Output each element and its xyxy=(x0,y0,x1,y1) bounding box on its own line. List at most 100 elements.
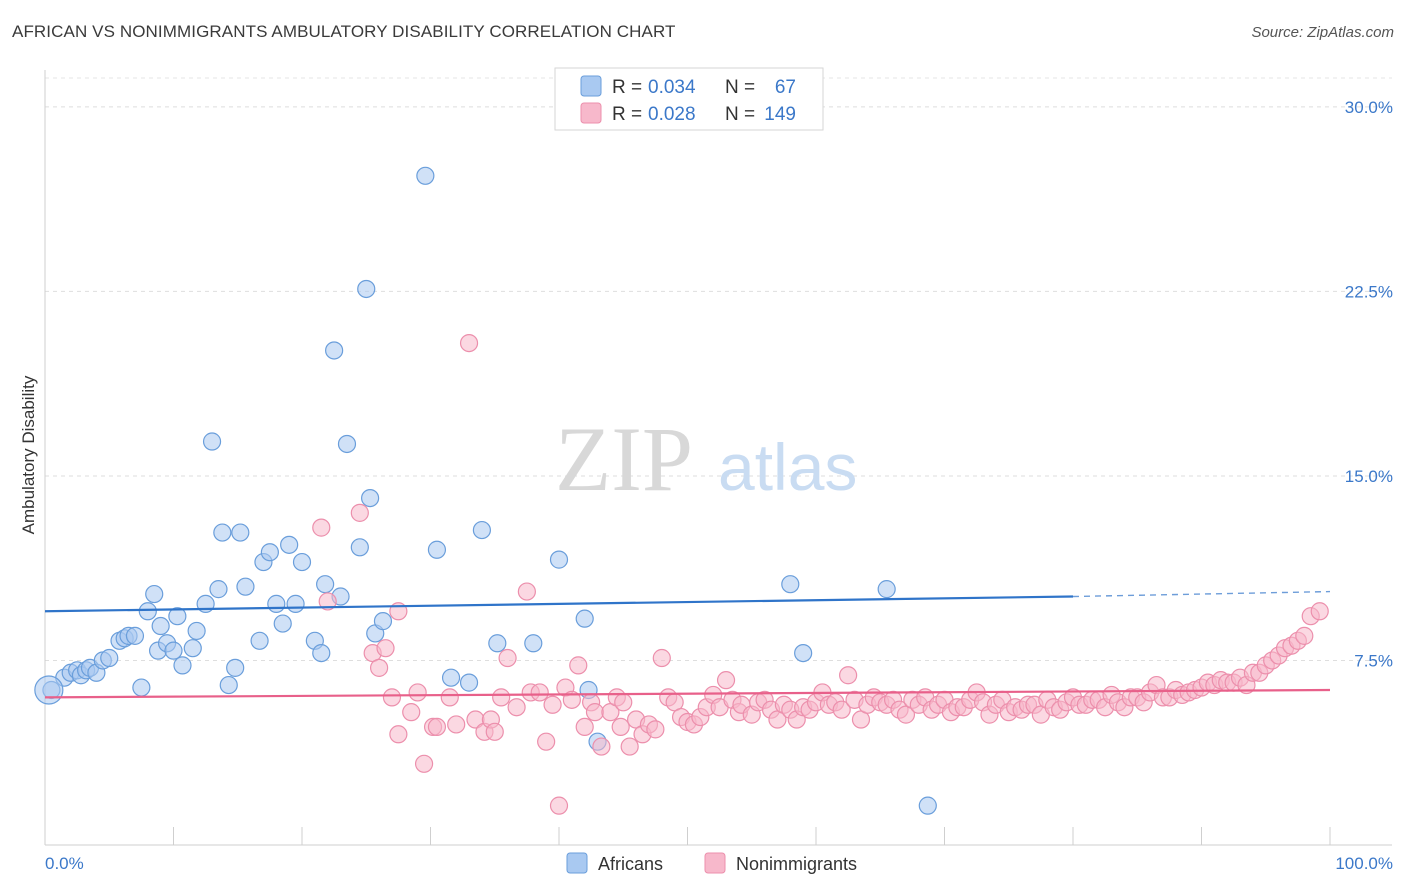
chart-title: AFRICAN VS NONIMMIGRANTS AMBULATORY DISA… xyxy=(12,22,676,41)
point-africans xyxy=(267,594,286,613)
point-africans xyxy=(575,609,594,628)
point-nonimmigrants xyxy=(459,333,479,353)
point-africans xyxy=(488,634,507,653)
point-nonimmigrants xyxy=(549,796,569,815)
point-nonimmigrants xyxy=(575,717,594,737)
point-nonimmigrants xyxy=(614,693,633,712)
point-nonimmigrants xyxy=(370,658,389,677)
watermark: ZIP atlas xyxy=(555,408,857,510)
point-nonimmigrants xyxy=(318,592,337,611)
point-africans xyxy=(273,614,292,633)
axes xyxy=(44,70,1392,846)
point-nonimmigrants xyxy=(389,725,408,744)
watermark-atlas: atlas xyxy=(718,430,857,504)
watermark-zip: ZIP xyxy=(555,408,693,510)
point-nonimmigrants xyxy=(376,639,395,658)
point-africans xyxy=(236,577,255,596)
legend-r-value-nonimmigrants: 0.028 xyxy=(648,104,696,125)
legend-n-label-nonimmigrants: N = xyxy=(725,104,755,125)
y-tick-label: 30.0% xyxy=(1345,98,1393,117)
point-africans xyxy=(280,535,299,554)
point-africans xyxy=(209,580,228,599)
point-africans xyxy=(250,631,269,650)
point-africans xyxy=(781,575,800,594)
point-africans xyxy=(459,673,479,692)
point-africans xyxy=(472,520,491,540)
series-africans xyxy=(34,166,937,815)
point-nonimmigrants xyxy=(569,656,588,675)
point-africans xyxy=(794,643,813,663)
point-nonimmigrants xyxy=(652,648,671,668)
point-africans xyxy=(549,550,569,569)
point-africans xyxy=(260,543,279,562)
y-tick-labels: 7.5% 15.0% 22.5% 30.0% xyxy=(1345,98,1393,671)
bottom-legend-swatch-nonimmigrants xyxy=(704,852,726,874)
point-africans xyxy=(151,616,170,636)
bottom-legend-label-nonimmigrants: Nonimmigrants xyxy=(736,854,857,874)
point-nonimmigrants xyxy=(382,688,402,707)
y-axis-label: Ambulatory Disability xyxy=(19,375,38,534)
point-nonimmigrants xyxy=(716,671,736,690)
point-africans xyxy=(337,434,357,454)
point-nonimmigrants xyxy=(440,688,459,707)
point-africans xyxy=(100,648,119,668)
point-nonimmigrants xyxy=(832,700,851,719)
point-nonimmigrants xyxy=(427,717,447,737)
point-africans xyxy=(132,678,151,697)
point-nonimmigrants xyxy=(485,722,504,741)
legend-n-value-nonimmigrants: 149 xyxy=(764,104,796,125)
point-nonimmigrants xyxy=(537,732,556,751)
x-tick-label-min: 0.0% xyxy=(45,854,84,873)
point-africans xyxy=(226,658,245,677)
point-africans xyxy=(416,166,435,185)
trend-line-africans xyxy=(44,595,1074,613)
point-nonimmigrants xyxy=(530,683,549,702)
point-africans xyxy=(292,552,312,572)
point-nonimmigrants xyxy=(585,703,605,722)
point-africans xyxy=(427,540,447,559)
legend-box: R = 0.034 N = 67 R = 0.028 N = 149 xyxy=(554,67,824,131)
point-africans xyxy=(219,675,238,695)
trend-lines xyxy=(44,590,1331,699)
point-africans xyxy=(441,668,461,687)
point-africans xyxy=(168,607,187,626)
point-nonimmigrants xyxy=(507,698,526,717)
point-nonimmigrants xyxy=(312,518,331,537)
point-africans xyxy=(350,538,369,557)
point-nonimmigrants xyxy=(414,754,434,773)
x-tick-label-max: 100.0% xyxy=(1335,854,1393,873)
point-africans xyxy=(325,341,344,360)
point-africans xyxy=(316,575,335,594)
point-africans xyxy=(357,279,376,299)
y-tick-label: 15.0% xyxy=(1345,467,1393,486)
point-africans xyxy=(125,626,145,645)
point-nonimmigrants xyxy=(447,715,466,734)
legend-swatch-nonimmigrants xyxy=(580,102,602,124)
point-nonimmigrants xyxy=(839,666,858,685)
point-africans xyxy=(312,643,331,663)
legend-swatch-africans xyxy=(580,75,602,97)
point-africans xyxy=(138,602,157,621)
point-africans xyxy=(34,675,64,705)
y-tick-label: 22.5% xyxy=(1345,282,1393,301)
point-nonimmigrants xyxy=(592,737,611,756)
bottom-legend-label-africans: Africans xyxy=(598,854,663,874)
point-africans xyxy=(183,639,202,658)
legend-n-label-africans: N = xyxy=(725,77,755,98)
bottom-legend: Africans Nonimmigrants xyxy=(566,852,857,874)
point-nonimmigrants xyxy=(1310,602,1329,621)
point-africans xyxy=(164,641,183,660)
point-africans xyxy=(361,488,380,508)
point-africans xyxy=(145,584,164,604)
legend-n-value-africans: 67 xyxy=(775,77,796,98)
source-label: Source: ZipAtlas.com xyxy=(1251,24,1394,41)
point-nonimmigrants xyxy=(620,737,639,756)
point-africans xyxy=(213,523,232,542)
point-nonimmigrants xyxy=(350,503,369,522)
legend-r-label-nonimmigrants: R = xyxy=(612,104,642,125)
point-africans xyxy=(187,621,206,641)
trend-line-africans-extension xyxy=(1072,590,1331,598)
point-nonimmigrants xyxy=(402,703,421,722)
legend-r-value-africans: 0.034 xyxy=(648,77,696,98)
